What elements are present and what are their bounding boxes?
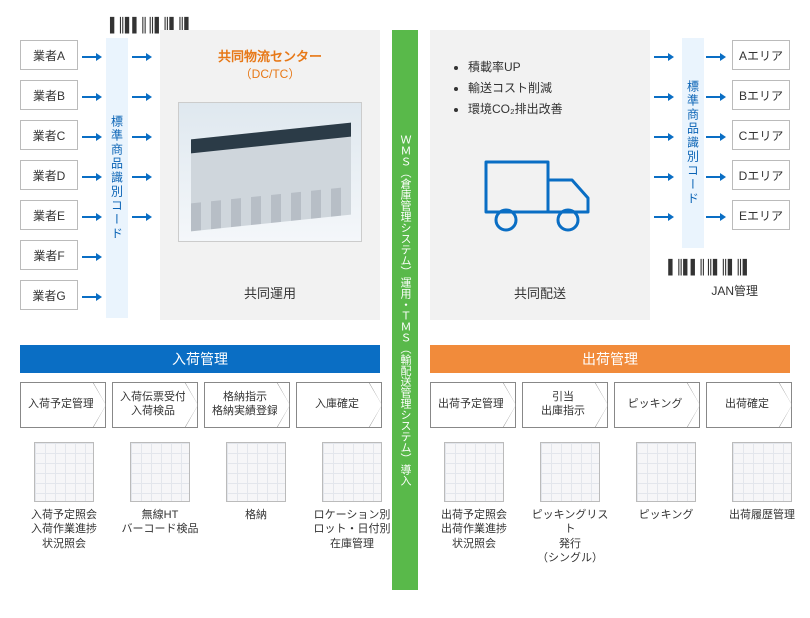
outbound-steps: 出荷予定管理 引当 出庫指示 ピッキング 出荷確定: [430, 382, 792, 428]
process-step: 格納指示 格納実績登録: [204, 382, 290, 428]
arrow-icon: [654, 93, 674, 101]
thumb-image: [636, 442, 696, 502]
arrow-icon: [82, 173, 102, 181]
thumb-image: [732, 442, 792, 502]
arrow-icon: [82, 293, 102, 301]
vendor-box: 業者F: [20, 240, 78, 270]
dc-bottom-label: 共同運用: [160, 283, 380, 302]
process-step: 入荷予定管理: [20, 382, 106, 428]
arrow-icon: [706, 53, 726, 61]
dc-title: 共同物流センター: [160, 46, 380, 65]
area-box: Aエリア: [732, 40, 790, 70]
area-box: Bエリア: [732, 80, 790, 110]
thumb: ピッキング: [626, 442, 706, 565]
vendor-box: 業者E: [20, 200, 78, 230]
thumb-image: [540, 442, 600, 502]
thumb-image: [34, 442, 94, 502]
arrow-icon: [82, 133, 102, 141]
thumb: 出荷履歴管理: [722, 442, 802, 565]
thumb: 出荷予定照会 出荷作業進捗 状況照会: [434, 442, 514, 565]
tms-bullets: 積載率UP 輸送コスト削減 環境CO₂排出改善: [468, 58, 650, 117]
arrow-icon: [132, 133, 152, 141]
thumb: ピッキングリスト 発行 （シングル）: [530, 442, 610, 565]
thumb-caption: 出荷予定照会 出荷作業進捗 状況照会: [434, 508, 514, 551]
process-step: 出荷予定管理: [430, 382, 516, 428]
outbound-thumbs: 出荷予定照会 出荷作業進捗 状況照会 ピッキングリスト 発行 （シングル） ピッ…: [434, 442, 802, 565]
arrow-icon: [82, 53, 102, 61]
arrow-icon: [132, 53, 152, 61]
code-band-right: 標準商品識別コード: [682, 38, 704, 248]
tms-bullet: 積載率UP: [468, 58, 650, 75]
thumb-caption: ロケーション別 ロット・日付別 在庫管理: [312, 508, 392, 551]
arrow-icon: [654, 213, 674, 221]
vendor-box: 業者B: [20, 80, 78, 110]
thumb-image: [444, 442, 504, 502]
code-band-left: 標準商品識別コード: [106, 38, 128, 318]
arrow-icon: [706, 213, 726, 221]
vendor-box: 業者A: [20, 40, 78, 70]
tms-bullet: 輸送コスト削減: [468, 79, 650, 96]
thumb: ロケーション別 ロット・日付別 在庫管理: [312, 442, 392, 551]
thumb: 無線HT バーコード検品: [120, 442, 200, 551]
thumb-image: [322, 442, 382, 502]
process-step: 引当 出庫指示: [522, 382, 608, 428]
inbound-steps: 入荷予定管理 入荷伝票受付 入荷検品 格納指示 格納実績登録 入庫確定: [20, 382, 382, 428]
arrow-icon: [654, 133, 674, 141]
process-step: 入荷伝票受付 入荷検品: [112, 382, 198, 428]
vendor-box: 業者G: [20, 280, 78, 310]
tms-bullet: 環境CO₂排出改善: [468, 100, 650, 117]
tms-bottom-label: 共同配送: [430, 283, 650, 302]
thumb-image: [226, 442, 286, 502]
vendor-box: 業者D: [20, 160, 78, 190]
arrow-icon: [654, 173, 674, 181]
thumb: 入荷予定照会 入荷作業進捗 状況照会: [24, 442, 104, 551]
center-band: ＷＭＳ（倉庫管理システム）運用・ＴＭＳ（輸配送管理システム）導入: [392, 30, 418, 590]
inbound-header: 入荷管理: [20, 345, 380, 373]
area-box: Dエリア: [732, 160, 790, 190]
process-step: ピッキング: [614, 382, 700, 428]
truck-icon: [480, 150, 600, 240]
vendor-box: 業者C: [20, 120, 78, 150]
tms-panel: 積載率UP 輸送コスト削減 環境CO₂排出改善 共同配送: [430, 30, 650, 320]
thumb-caption: 出荷履歴管理: [722, 508, 802, 522]
dc-panel: 共同物流センター （DC/TC） 共同運用: [160, 30, 380, 320]
arrow-icon: [654, 53, 674, 61]
process-step: 入庫確定: [296, 382, 382, 428]
warehouse-image: [178, 102, 362, 242]
arrow-icon: [706, 93, 726, 101]
thumb-caption: 入荷予定照会 入荷作業進捗 状況照会: [24, 508, 104, 551]
arrow-icon: [132, 213, 152, 221]
arrow-icon: [706, 173, 726, 181]
thumb-caption: ピッキングリスト 発行 （シングル）: [530, 508, 610, 565]
area-box: Eエリア: [732, 200, 790, 230]
arrow-icon: [82, 93, 102, 101]
thumb-image: [130, 442, 190, 502]
vendor-column: 業者A 業者B 業者C 業者D 業者E 業者F 業者G: [20, 40, 78, 310]
arrow-icon: [706, 133, 726, 141]
thumb-caption: ピッキング: [626, 508, 706, 522]
jan-label: JAN管理: [711, 282, 758, 299]
thumb-caption: 格納: [216, 508, 296, 522]
dc-subtitle: （DC/TC）: [160, 65, 380, 82]
arrow-icon: [132, 173, 152, 181]
area-box: Cエリア: [732, 120, 790, 150]
arrow-icon: [82, 213, 102, 221]
area-column: Aエリア Bエリア Cエリア Dエリア Eエリア: [732, 40, 790, 230]
inbound-thumbs: 入荷予定照会 入荷作業進捗 状況照会 無線HT バーコード検品 格納 ロケーショ…: [24, 442, 392, 551]
barcode-right: ▌║▌▌║║▌║▌║▌: [668, 260, 750, 276]
arrow-icon: [132, 93, 152, 101]
outbound-header: 出荷管理: [430, 345, 790, 373]
arrow-icon: [82, 253, 102, 261]
thumb: 格納: [216, 442, 296, 551]
process-step: 出荷確定: [706, 382, 792, 428]
thumb-caption: 無線HT バーコード検品: [120, 508, 200, 537]
